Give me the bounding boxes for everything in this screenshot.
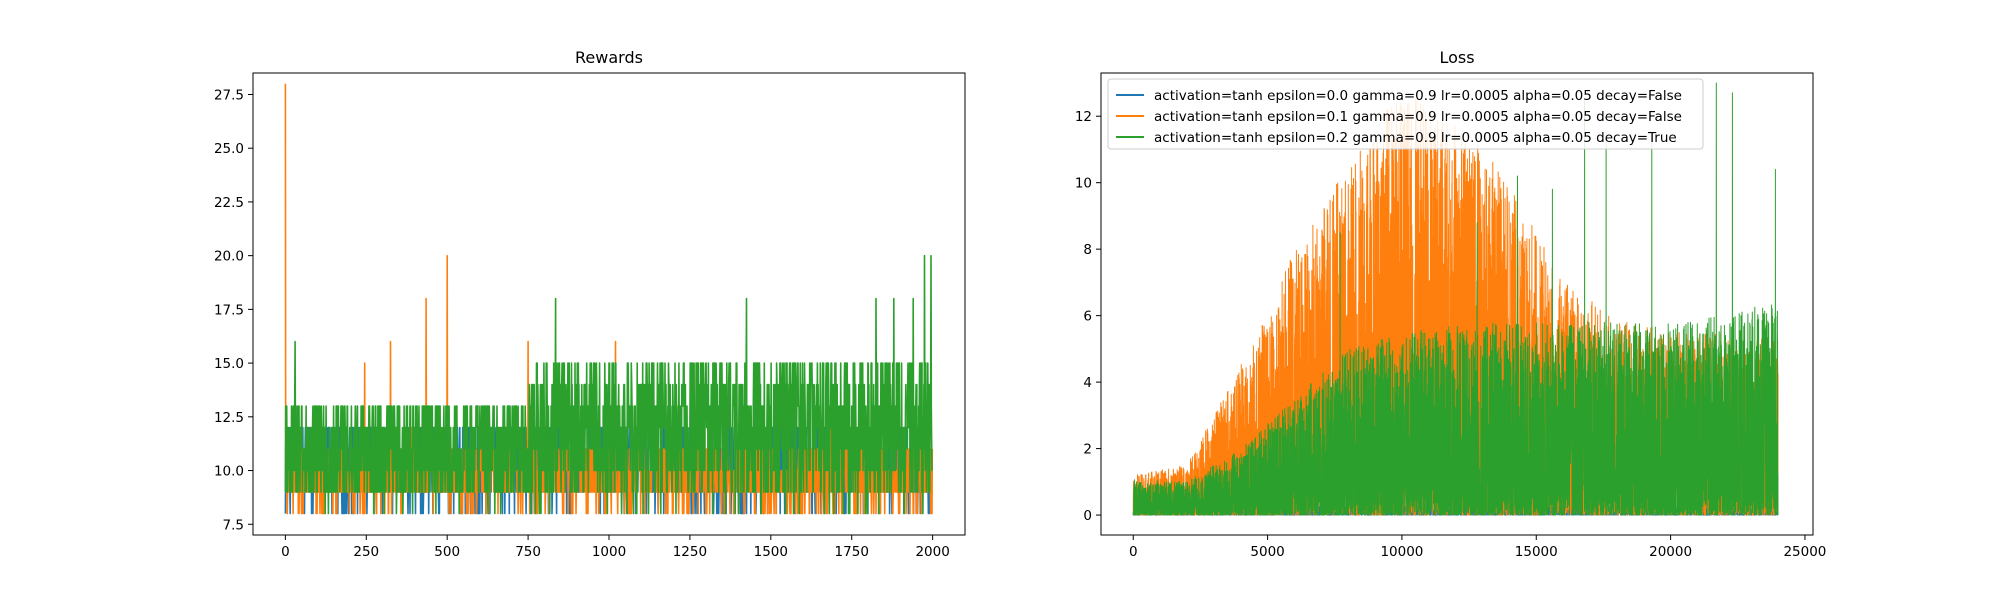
y-tick-label: 8 <box>1083 242 1092 258</box>
y-tick-label: 10.0 <box>214 464 244 480</box>
legend-label: activation=tanh epsilon=0.2 gamma=0.9 lr… <box>1154 130 1677 146</box>
y-tick-label: 25.0 <box>214 141 244 157</box>
x-tick-label: 0 <box>1129 544 1138 560</box>
y-tick-label: 20.0 <box>214 249 244 265</box>
x-tick-label: 10000 <box>1380 544 1423 560</box>
legend-box <box>1107 78 1704 150</box>
x-tick-label: 750 <box>515 544 541 560</box>
y-tick-label: 2 <box>1083 442 1092 458</box>
rewards-axes: 0 250 500 750 1000 1250 1500 1750 2000 7.5 10.0 12.… <box>214 72 966 560</box>
loss-panel: Loss 0 5000 10000 15000 20000 25000024681012 … <box>1075 48 1827 560</box>
y-tick-label: 10 <box>1075 176 1092 192</box>
loss-title: Loss <box>1439 48 1474 67</box>
x-tick-label: 1500 <box>754 544 788 560</box>
x-tick-label: 5000 <box>1250 544 1284 560</box>
x-tick-label: 20000 <box>1649 544 1692 560</box>
x-tick-label: 1750 <box>835 544 869 560</box>
x-tick-label: 250 <box>353 544 379 560</box>
y-tick-label: 4 <box>1083 375 1092 391</box>
x-tick-label: 0 <box>281 544 290 560</box>
loss-plot-area <box>1132 82 1779 516</box>
series-2-line <box>284 254 933 515</box>
loss-legend: activation=tanh epsilon=0.0 gamma=0.9 lr… <box>1107 78 1704 150</box>
y-tick-label: 27.5 <box>214 87 244 103</box>
y-tick-label: 12.5 <box>214 410 244 426</box>
loss-axes: 0 5000 10000 15000 20000 25000 0 2 4 6 8 10 12 <box>1075 72 1826 560</box>
y-tick-label: 17.5 <box>214 302 244 318</box>
rewards-title: Rewards <box>575 48 643 67</box>
series-2-line <box>1132 82 1779 516</box>
y-tick-label: 7.5 <box>223 517 244 533</box>
y-tick-label: 0 <box>1083 508 1092 524</box>
rewards-plot-area <box>284 83 934 515</box>
y-tick-label: 12 <box>1075 109 1092 125</box>
y-tick-label: 15.0 <box>214 356 244 372</box>
y-tick-label: 22.5 <box>214 195 244 211</box>
x-tick-label: 500 <box>434 544 460 560</box>
x-tick-label: 25000 <box>1783 544 1826 560</box>
x-tick-label: 2000 <box>915 544 949 560</box>
x-tick-label: 1250 <box>673 544 707 560</box>
y-tick-label: 6 <box>1083 309 1092 325</box>
axes-frame <box>1100 72 1814 536</box>
legend-label: activation=tanh epsilon=0.0 gamma=0.9 lr… <box>1154 88 1682 104</box>
x-tick-label: 15000 <box>1515 544 1558 560</box>
legend-label: activation=tanh epsilon=0.1 gamma=0.9 lr… <box>1154 109 1682 125</box>
rewards-panel: Rewards 0 250 500 750 1000 1250 1500 1750 2000 7.… <box>214 48 966 560</box>
x-tick-label: 1000 <box>592 544 626 560</box>
